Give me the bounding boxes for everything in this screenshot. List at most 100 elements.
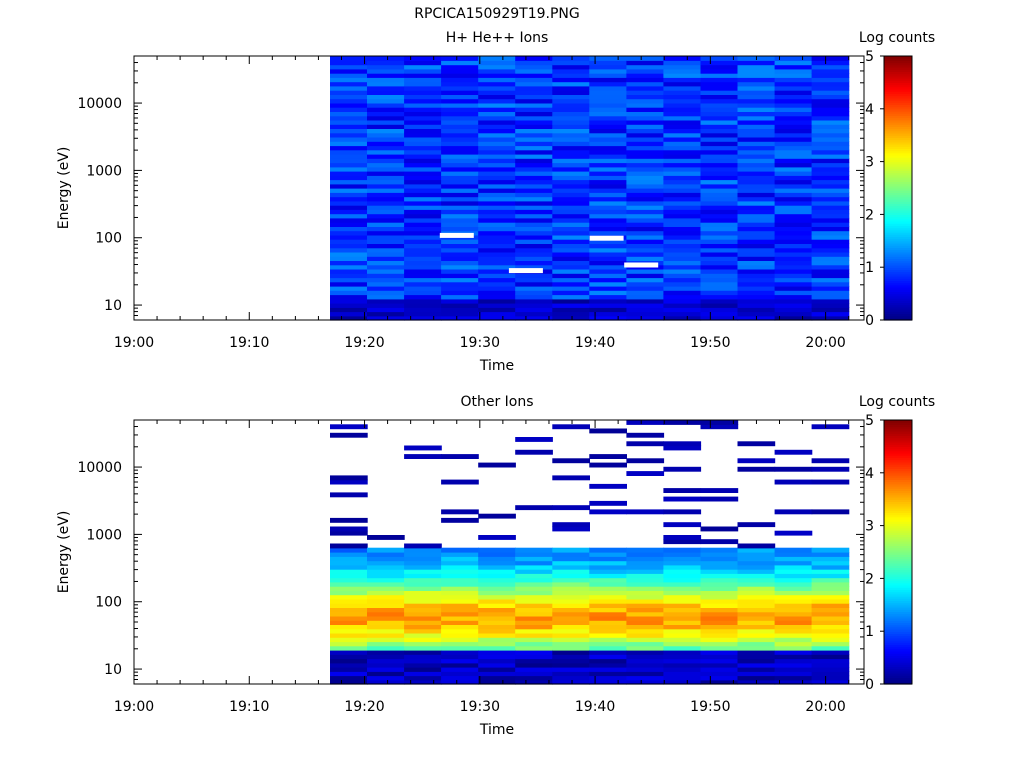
heatmap-cell xyxy=(811,509,850,515)
heatmap-cell xyxy=(330,102,368,108)
x-tick-label: 20:00 xyxy=(805,335,845,351)
heatmap-cell xyxy=(404,179,442,185)
heatmap-cell xyxy=(811,649,850,655)
heatmap-cell xyxy=(737,256,776,261)
colorbar-step xyxy=(884,179,912,182)
heatmap-cell xyxy=(589,226,627,232)
heatmap-cell xyxy=(330,654,368,660)
heatmap-cell xyxy=(515,141,553,147)
heatmap-cell xyxy=(404,641,442,647)
heatmap-cell xyxy=(367,662,405,668)
heatmap-cell xyxy=(626,569,665,574)
heatmap-cell xyxy=(441,247,479,253)
heatmap-cell xyxy=(441,119,479,125)
heatmap-cell xyxy=(515,581,553,587)
heatmap-cell xyxy=(515,60,553,66)
heatmap-cell xyxy=(700,560,739,566)
heatmap-cell xyxy=(404,273,442,279)
heatmap-cell xyxy=(515,620,553,625)
heatmap-cell xyxy=(811,560,850,566)
heatmap-cell xyxy=(478,581,516,587)
heatmap-cell xyxy=(515,303,553,308)
heatmap-cell xyxy=(626,136,665,142)
heatmap-cell xyxy=(552,458,590,464)
heatmap-cell xyxy=(367,611,405,617)
heatmap-cell xyxy=(515,260,553,266)
heatmap-cell xyxy=(478,145,516,151)
colorbar-step xyxy=(884,558,912,562)
colorbar-step xyxy=(884,677,912,681)
heatmap-cell xyxy=(663,311,702,317)
colorbar-step xyxy=(884,490,912,494)
colorbar-step xyxy=(884,655,912,659)
heatmap-cell xyxy=(404,662,442,668)
colorbar-step xyxy=(884,280,912,284)
colorbar-step xyxy=(884,67,912,70)
heatmap-cell xyxy=(811,307,850,313)
heatmap-cell xyxy=(589,260,627,266)
heatmap-cell xyxy=(515,153,553,159)
heatmap-cell xyxy=(441,166,479,172)
heatmap-cell xyxy=(441,281,479,287)
heatmap-cell xyxy=(552,268,590,274)
heatmap-cell xyxy=(737,675,776,681)
heatmap-cell xyxy=(737,615,776,621)
heatmap-cell xyxy=(441,273,479,279)
heatmap-cell xyxy=(589,294,627,300)
heatmap-cell xyxy=(626,149,665,155)
heatmap-cell xyxy=(663,171,702,176)
heatmap-cell xyxy=(811,273,850,279)
heatmap-cell xyxy=(367,158,405,164)
heatmap-cell xyxy=(774,645,813,651)
heatmap-cell xyxy=(552,581,590,587)
heatmap-cell xyxy=(811,226,850,232)
heatmap-cell xyxy=(700,577,739,583)
heatmap-cell xyxy=(367,671,405,677)
heatmap-cell xyxy=(367,581,405,587)
heatmap-cell xyxy=(478,535,516,540)
heatmap-cell xyxy=(626,192,665,198)
heatmap-cell xyxy=(811,564,850,570)
heatmap-cell xyxy=(478,209,516,215)
heatmap-cell xyxy=(404,175,442,181)
heatmap-cell xyxy=(663,188,702,193)
heatmap-cell xyxy=(737,188,776,193)
heatmap-cell xyxy=(774,226,813,232)
heatmap-cell xyxy=(700,594,739,600)
heatmap-cell xyxy=(404,632,442,638)
heatmap-cell xyxy=(774,77,813,83)
heatmap-cell xyxy=(515,56,553,61)
heatmap-cell xyxy=(737,581,776,587)
heatmap-cell xyxy=(737,102,776,108)
heatmap-cell xyxy=(663,637,702,643)
heatmap-cell xyxy=(367,649,405,655)
heatmap-cell xyxy=(441,94,479,100)
heatmap-cell xyxy=(626,141,665,147)
heatmap-cell xyxy=(441,81,479,87)
colorbar-step xyxy=(884,453,912,456)
heatmap-cell xyxy=(441,649,479,655)
heatmap-cell xyxy=(478,179,516,185)
heatmap-cell xyxy=(811,556,850,562)
colorbar-step xyxy=(884,479,912,483)
heatmap-cell xyxy=(663,90,702,95)
heatmap-cell xyxy=(330,315,368,321)
heatmap-cell xyxy=(737,162,776,168)
heatmap-cell xyxy=(811,311,850,317)
heatmap-cell xyxy=(737,560,776,566)
colorbar-step xyxy=(884,251,912,255)
heatmap-cell xyxy=(811,213,850,219)
colorbar-label: Log counts xyxy=(859,394,935,410)
heatmap-cell xyxy=(441,315,479,321)
heatmap-cell xyxy=(589,290,627,296)
heatmap-cell xyxy=(626,247,665,253)
heatmap-cell xyxy=(700,552,739,557)
heatmap-cell xyxy=(330,171,368,176)
x-tick-label: 19:30 xyxy=(460,699,500,715)
heatmap-cell xyxy=(737,141,776,147)
heatmap-cell xyxy=(478,226,516,232)
heatmap-cell xyxy=(330,581,368,587)
heatmap-cell xyxy=(552,311,590,317)
heatmap-cell xyxy=(663,675,702,681)
heatmap-cell xyxy=(515,505,553,511)
